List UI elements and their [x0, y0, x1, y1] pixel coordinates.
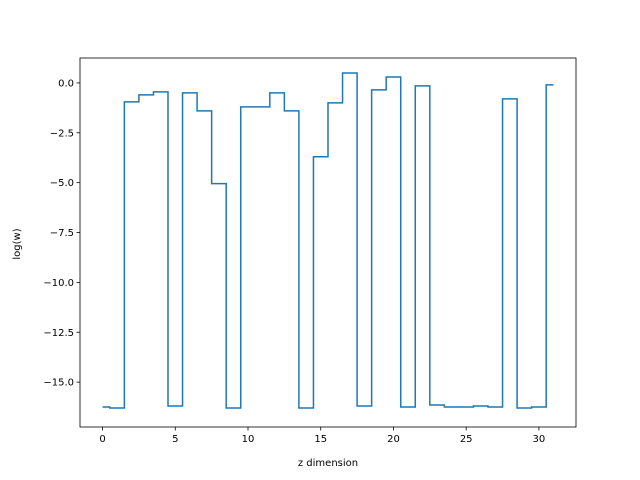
- y-tick-label: −5.0: [50, 178, 74, 189]
- plot-area: [79, 57, 577, 428]
- x-axis-label: z dimension: [298, 458, 358, 469]
- y-tick-label: −2.5: [50, 128, 74, 139]
- axes-frame: [79, 57, 577, 428]
- y-tick-label: −12.5: [43, 328, 74, 339]
- x-tick-label: 10: [242, 434, 255, 445]
- x-tick-label: 20: [387, 434, 400, 445]
- x-tick-label: 30: [533, 434, 546, 445]
- x-tick-label: 15: [314, 434, 327, 445]
- y-tick-label: 0.0: [58, 78, 74, 89]
- x-tick-label: 25: [460, 434, 473, 445]
- x-tick-label: 0: [99, 434, 105, 445]
- y-tick-label: −7.5: [50, 228, 74, 239]
- series-line-0: [102, 72, 554, 409]
- axis-ticks: 0 5 10 15 20 25 30 0.0 −2.5 −5.0 −7.5 −10.0 −12.5 −15…: [43, 78, 545, 445]
- x-tick-label: 5: [172, 434, 178, 445]
- y-tick-label: −10.0: [43, 278, 74, 289]
- y-tick-label: −15.0: [43, 378, 74, 389]
- y-axis-label: log(w): [12, 228, 23, 259]
